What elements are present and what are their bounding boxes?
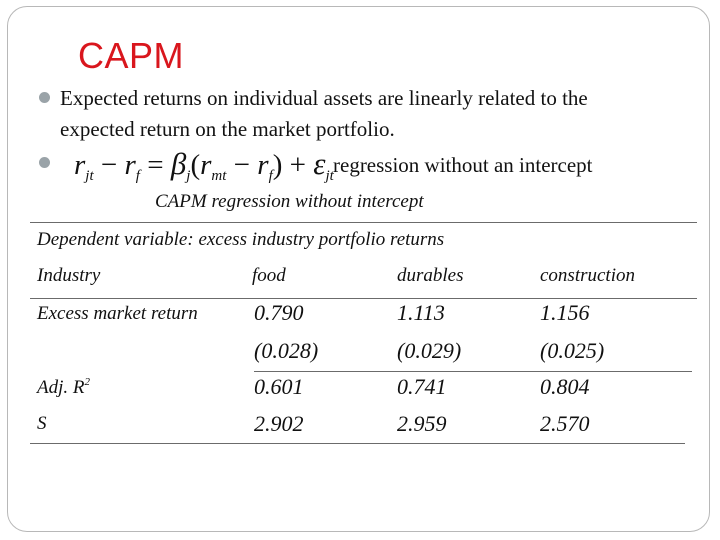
table-rule-top [30, 222, 697, 223]
cell-construction-se: (0.025) [540, 338, 605, 363]
slide-title: CAPM [78, 35, 185, 76]
table-caption: CAPM regression without intercept [155, 191, 424, 212]
column-header-construction: construction [540, 265, 635, 286]
cell-durables-s: 2.959 [397, 411, 447, 436]
row-label-excess-market-return: Excess market return [37, 303, 198, 324]
table-rule-mid [254, 371, 692, 372]
column-header-food: food [252, 265, 286, 286]
row-label-adj-r2: Adj. R2 [37, 376, 91, 398]
cell-construction-s: 2.570 [540, 411, 590, 436]
cell-construction-coef: 1.156 [540, 300, 590, 325]
bullet-1-line-2: expected return on the market portfolio. [60, 117, 395, 141]
cell-food-adj-r2: 0.601 [254, 374, 304, 399]
row-label-s: S [37, 413, 47, 434]
cell-durables-coef: 1.113 [397, 300, 445, 325]
dependent-variable-label: Dependent variable: excess industry port… [37, 229, 445, 250]
bullet-icon [39, 92, 50, 103]
capm-formula: rjt − rf = βj(rmt − rf) + εjt [74, 146, 334, 184]
slide-frame [7, 6, 710, 532]
cell-food-coef: 0.790 [254, 300, 304, 325]
bullet-2-text: regression without an intercept [333, 153, 593, 177]
cell-construction-adj-r2: 0.804 [540, 374, 590, 399]
industry-header: Industry [37, 265, 101, 286]
table-rule-bottom [30, 443, 685, 444]
cell-durables-se: (0.029) [397, 338, 462, 363]
r2-superscript: 2 [84, 376, 91, 388]
cell-food-s: 2.902 [254, 411, 304, 436]
column-header-durables: durables [397, 265, 464, 286]
cell-food-se: (0.028) [254, 338, 319, 363]
cell-durables-adj-r2: 0.741 [397, 374, 447, 399]
table-rule-header [30, 298, 697, 299]
bullet-icon [39, 157, 50, 168]
bullet-1-line-1: Expected returns on individual assets ar… [60, 86, 588, 110]
